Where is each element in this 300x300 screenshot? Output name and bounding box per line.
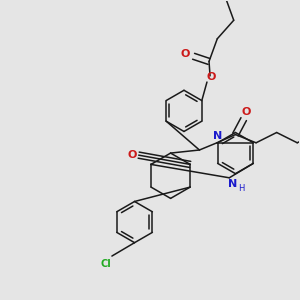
Text: O: O xyxy=(128,150,137,160)
Text: O: O xyxy=(241,107,250,117)
Text: H: H xyxy=(238,184,245,193)
Text: Cl: Cl xyxy=(100,259,111,269)
Text: O: O xyxy=(181,49,190,59)
Text: N: N xyxy=(228,179,237,189)
Text: O: O xyxy=(206,72,216,82)
Text: N: N xyxy=(213,130,223,141)
